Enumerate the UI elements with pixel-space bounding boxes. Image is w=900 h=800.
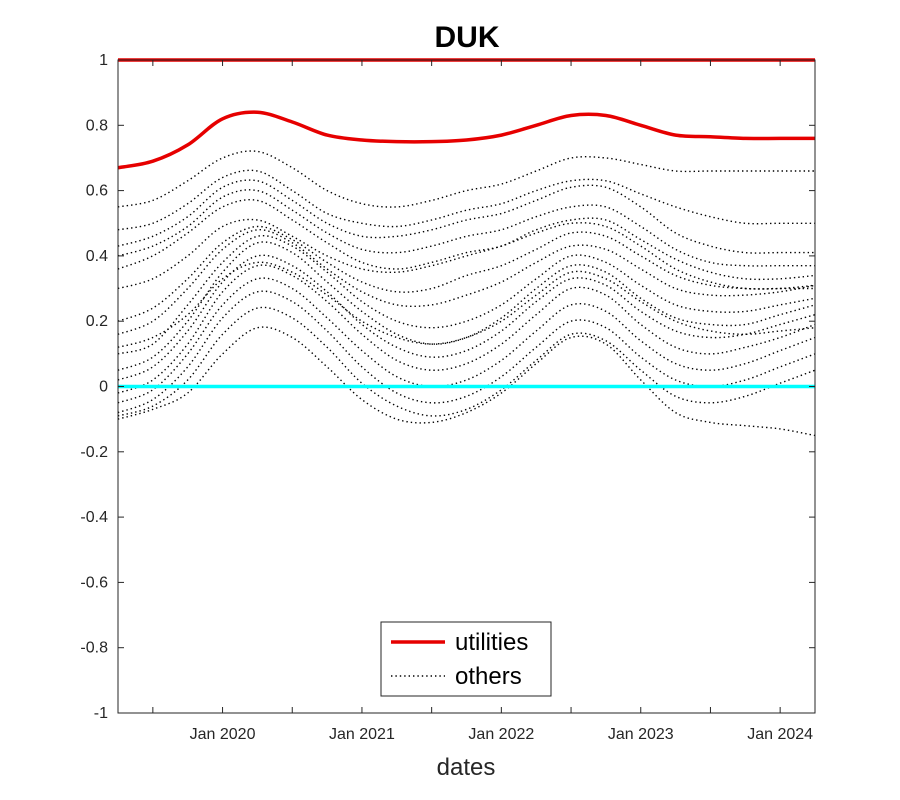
y-tick-label: 0.6 bbox=[86, 183, 108, 200]
x-tick-label: Jan 2022 bbox=[468, 726, 534, 743]
others-series-line bbox=[117, 229, 816, 335]
y-tick-label: -0.2 bbox=[80, 444, 108, 461]
y-tick-label: -0.4 bbox=[80, 509, 108, 526]
legend-others-label: others bbox=[455, 663, 522, 690]
x-axis: Jan 2020 Jan 2021 Jan 2022 Jan 2023 Jan 2024 bbox=[152, 60, 813, 743]
x-axis-label: dates bbox=[437, 754, 496, 781]
y-axis: 1 0.8 0.6 0.4 0.2 0 -0.2 -0.4 -0.6 -0.8 -1 bbox=[80, 52, 815, 722]
others-series-line bbox=[117, 179, 815, 254]
y-tick-label: -0.6 bbox=[80, 574, 108, 591]
y-tick-label: 0.8 bbox=[86, 117, 108, 134]
utilities-series-line bbox=[117, 110, 815, 170]
others-series-line bbox=[117, 264, 816, 394]
y-tick-label: 1 bbox=[99, 52, 108, 69]
y-tick-label: 0 bbox=[99, 379, 108, 396]
y-tick-label: -0.8 bbox=[80, 640, 108, 657]
others-series-line bbox=[117, 150, 815, 208]
chart-title: DUK bbox=[435, 21, 500, 54]
x-tick-label: Jan 2024 bbox=[747, 726, 813, 743]
y-tick-label: -1 bbox=[94, 705, 108, 722]
x-tick-label: Jan 2021 bbox=[329, 726, 395, 743]
others-series-line bbox=[117, 189, 815, 267]
others-series-line bbox=[117, 326, 816, 437]
legend-utilities-label: utilities bbox=[455, 629, 528, 656]
others-series-line bbox=[117, 199, 816, 281]
legend: utilities others bbox=[380, 621, 552, 697]
others-series-line bbox=[117, 225, 816, 322]
y-tick-label: 0.2 bbox=[86, 313, 108, 330]
x-tick-label: Jan 2023 bbox=[608, 726, 674, 743]
legend-box bbox=[380, 621, 552, 697]
x-tick-label: Jan 2020 bbox=[190, 726, 256, 743]
others-series-line bbox=[117, 241, 816, 371]
y-tick-label: 0.4 bbox=[86, 248, 108, 265]
others-series-line bbox=[117, 306, 816, 417]
